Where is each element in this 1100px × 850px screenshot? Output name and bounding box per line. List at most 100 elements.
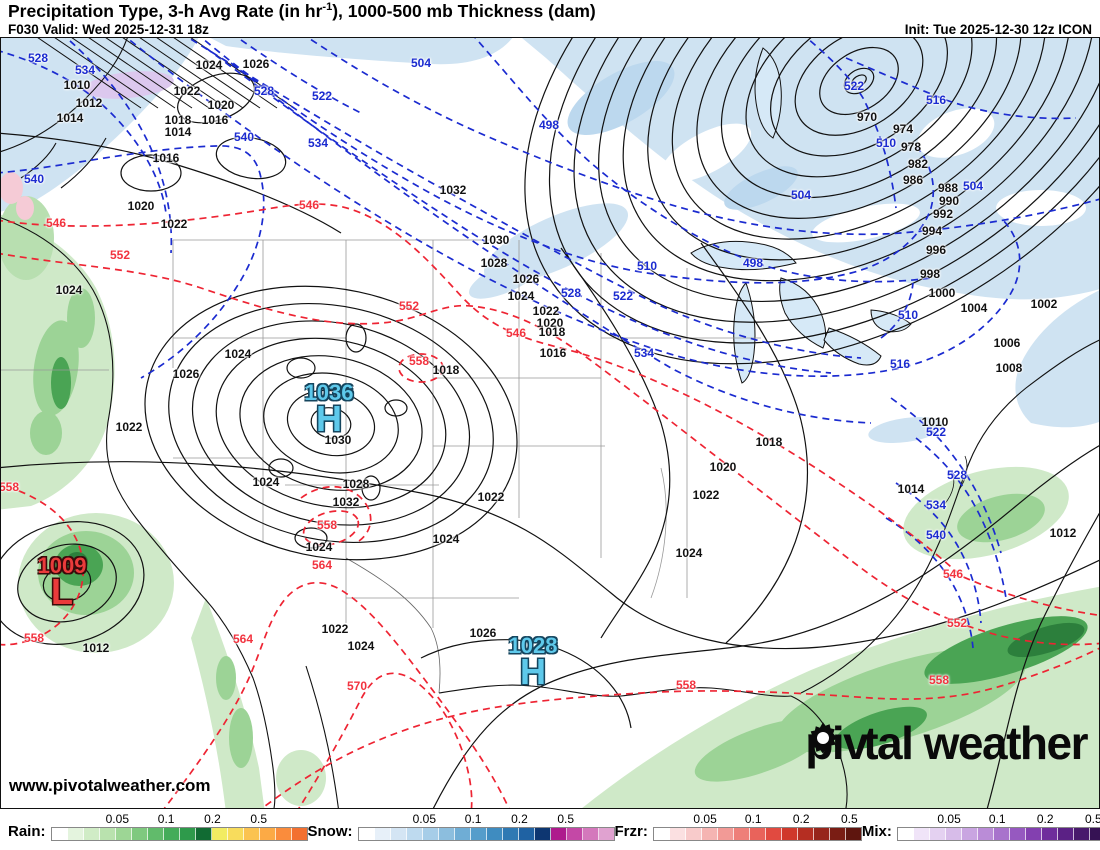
legend-color-cell: [829, 828, 846, 841]
legend-color-cell: [550, 828, 567, 841]
legend-tick: 0.05: [937, 812, 961, 827]
isobar-contours: [1, 72, 1099, 809]
legend-color-cell: [275, 828, 292, 841]
legend-color-cell: [797, 828, 814, 841]
legend-color-cell: [243, 828, 260, 841]
legend-color-cell: [669, 828, 686, 841]
legend-tick: 0.2: [1036, 812, 1054, 827]
legend-barwrap: 0.05 0.1 0.2 0.5: [50, 812, 308, 842]
page-title: Precipitation Type, 3-h Avg Rate (in hr-…: [8, 1, 596, 21]
header: Precipitation Type, 3-h Avg Rate (in hr-…: [0, 0, 1100, 37]
legend-color-cell: [977, 828, 994, 841]
legend-color-cell: [897, 828, 914, 841]
legend-tick: 0.1: [988, 812, 1006, 827]
legend-tick: 0.5: [557, 812, 574, 827]
legend-color-cell: [701, 828, 718, 841]
legend-colorbar: [357, 827, 615, 842]
legend-barwrap: 0.05 0.1 0.2 0.5: [652, 812, 862, 842]
legend-color-cell: [845, 828, 861, 841]
legend-color-cell: [454, 828, 471, 841]
legend-color-cell: [929, 828, 946, 841]
legend-color-cell: [486, 828, 503, 841]
legend-colorbar: [896, 827, 1100, 842]
legend-color-cell: [598, 828, 614, 841]
frzr-shading: [1, 172, 34, 221]
legend-color-cell: [1025, 828, 1042, 841]
pivotal-weather-logo: piv tal weather: [805, 720, 1088, 766]
legend-color-cell: [115, 828, 132, 841]
legend-color-cell: [653, 828, 670, 841]
coastlines: [1, 38, 1099, 809]
legend-colorbar: [652, 827, 862, 842]
watermark: www.pivotalweather.com: [9, 776, 211, 796]
legend-tick: 0.5: [840, 812, 858, 827]
thickness-contours-warm: [1, 203, 1099, 809]
legend-color-cell: [765, 828, 782, 841]
legend-group-rain: Rain: 0.05 0.1 0.2 0.5: [8, 812, 308, 842]
legend-color-cell: [374, 828, 391, 841]
legend-color-cell: [749, 828, 766, 841]
legend-tick: 0.5: [1084, 812, 1100, 827]
legend-color-cell: [582, 828, 599, 841]
legend-color-cell: [1057, 828, 1074, 841]
legend-color-cell: [83, 828, 100, 841]
valid-time-label: F030 Valid: Wed 2025-12-31 18z: [8, 22, 209, 38]
legend-color-cell: [291, 828, 307, 841]
map-canvas: [1, 38, 1099, 809]
precip-legend: Rain: 0.05 0.1 0.2 0.5 Snow: 0.05 0.1 0.2 0.5 Frzr…: [0, 809, 1100, 842]
legend-label: Snow:: [307, 823, 353, 841]
legend-color-cell: [211, 828, 228, 841]
legend-color-cell: [422, 828, 439, 841]
legend-color-cell: [961, 828, 978, 841]
legend-color-cell: [813, 828, 830, 841]
legend-color-cell: [1073, 828, 1090, 841]
legend-group-snow: Snow: 0.05 0.1 0.2 0.5: [307, 812, 615, 842]
legend-color-cell: [733, 828, 750, 841]
rain-shading: [1, 196, 1099, 809]
legend-color-cell: [945, 828, 962, 841]
legend-color-cell: [913, 828, 930, 841]
legend-color-cell: [470, 828, 487, 841]
weather-map: 1024 1026 1022 1020 1016 1018 1014 1016 1010 1012…: [0, 37, 1100, 810]
snow-shading: [1, 38, 1099, 444]
great-lakes: [690, 47, 912, 384]
legend-color-cell: [99, 828, 116, 841]
legend-color-cell: [163, 828, 180, 841]
legend-tick: 0.2: [204, 812, 221, 827]
legend-color-cell: [534, 828, 551, 841]
legend-tick: 0.05: [693, 812, 717, 827]
legend-color-cell: [781, 828, 798, 841]
legend-color-cell: [717, 828, 734, 841]
legend-barwrap: 0.05 0.1 0.2 0.5: [896, 812, 1100, 842]
legend-tick: 0.05: [412, 812, 436, 827]
legend-label: Frzr:: [614, 823, 648, 841]
legend-tick: 0.1: [744, 812, 762, 827]
legend-label: Rain:: [8, 823, 46, 841]
legend-color-cell: [993, 828, 1010, 841]
legend-color-cell: [406, 828, 423, 841]
legend-color-cell: [1089, 828, 1100, 841]
legend-color-cell: [566, 828, 583, 841]
isobar-contours-high: [144, 285, 518, 561]
legend-color-cell: [518, 828, 535, 841]
legend-color-cell: [51, 828, 68, 841]
init-time-label: Init: Tue 2025-12-30 12z ICON: [904, 22, 1092, 38]
legend-color-cell: [67, 828, 84, 841]
legend-color-cell: [259, 828, 276, 841]
legend-group-frzr: Frzr: 0.05 0.1 0.2 0.5: [614, 812, 862, 842]
legend-tick: 0.5: [250, 812, 267, 827]
legend-tick: 0.2: [511, 812, 528, 827]
isobar-contours-low: [1, 521, 145, 646]
legend-color-cell: [195, 828, 212, 841]
legend-tick: 0.1: [464, 812, 482, 827]
thickness-contours-cold: [1, 38, 1099, 649]
legend-color-cell: [179, 828, 196, 841]
legend-label: Mix:: [861, 823, 892, 841]
legend-color-cell: [358, 828, 375, 841]
legend-color-cell: [438, 828, 455, 841]
legend-tick: 0.1: [157, 812, 175, 827]
legend-tick: 0.2: [792, 812, 810, 827]
legend-color-cell: [147, 828, 164, 841]
legend-color-cell: [502, 828, 519, 841]
legend-barwrap: 0.05 0.1 0.2 0.5: [357, 812, 615, 842]
